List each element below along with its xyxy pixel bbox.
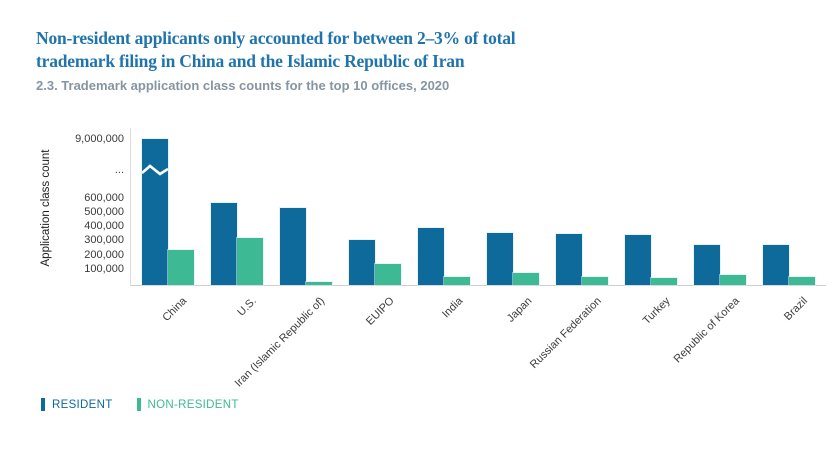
legend: RESIDENT NON-RESIDENT	[41, 398, 239, 411]
y-tick-label: 500,000	[84, 206, 124, 218]
bar-non-resident-russian-federation	[582, 276, 608, 285]
bar-resident-india	[418, 228, 444, 285]
bar-resident-brazil	[763, 245, 789, 285]
bar-resident-russian-federation	[556, 234, 582, 285]
y-tick-label: 200,000	[84, 248, 124, 261]
legend-marker-icon	[136, 398, 141, 411]
bar-non-resident-iran-islamic-republic-of	[306, 281, 332, 285]
bar-non-resident-china	[168, 250, 194, 285]
x-tick-label-india: India	[440, 295, 466, 321]
bar-resident-u-s	[211, 203, 237, 285]
x-tick-label-republic-of-korea: Republic of Korea	[671, 295, 742, 366]
x-tick-label-brazil: Brazil	[782, 295, 811, 323]
x-tick-label-russian-federation: Russian Federation	[527, 295, 604, 371]
chart-title: Non-resident applicants only accounted f…	[36, 27, 516, 73]
bar-resident-euipo	[349, 239, 375, 285]
bar-resident-japan	[487, 233, 513, 285]
legend-item-resident: RESIDENT	[41, 398, 113, 411]
bar-non-resident-india	[444, 277, 470, 285]
chart-title-line-1: Non-resident applicants only accounted f…	[36, 28, 516, 48]
y-tick-label: 300,000	[84, 234, 124, 247]
chart-subtitle: 2.3. Trademark application class counts …	[36, 78, 450, 93]
x-tick-label-japan: Japan	[504, 295, 535, 325]
y-tick-label: 100,000	[84, 262, 124, 275]
legend-item-non-resident: NON-RESIDENT	[136, 398, 239, 411]
bar-non-resident-euipo	[375, 263, 401, 285]
bar-resident-republic-of-korea	[694, 244, 720, 285]
bar-non-resident-u-s	[237, 237, 263, 285]
bar-non-resident-brazil	[789, 277, 815, 285]
bar-non-resident-republic-of-korea	[720, 275, 746, 285]
legend-label: NON-RESIDENT	[147, 398, 239, 411]
bar-resident-turkey	[625, 235, 651, 285]
x-tick-label-euipo: EUIPO	[363, 295, 397, 328]
chart-title-line-2: trademark filing in China and the Islami…	[36, 51, 465, 71]
plot-area	[130, 128, 826, 286]
y-axis-title: Application class count	[40, 149, 52, 267]
bar-resident-china	[142, 139, 168, 285]
bar-resident-iran-islamic-republic-of	[280, 207, 306, 285]
x-axis-ticks: China U.S. Iran (Islamic Republic of) EUIPO…	[130, 287, 825, 402]
bar-non-resident-japan	[513, 273, 539, 285]
x-tick-label-china: China	[160, 295, 190, 324]
y-tick-label: 400,000	[84, 220, 124, 233]
legend-marker-icon	[41, 398, 45, 411]
y-tick-label: 9,000,000	[75, 133, 124, 145]
y-tick-label: ...	[114, 164, 124, 176]
bar-non-resident-turkey	[651, 278, 677, 285]
x-tick-label-turkey: Turkey	[640, 295, 673, 327]
legend-label: RESIDENT	[52, 398, 113, 411]
x-tick-label-u-s: U.S.	[234, 295, 259, 319]
y-tick-label: 600,000	[84, 191, 124, 204]
